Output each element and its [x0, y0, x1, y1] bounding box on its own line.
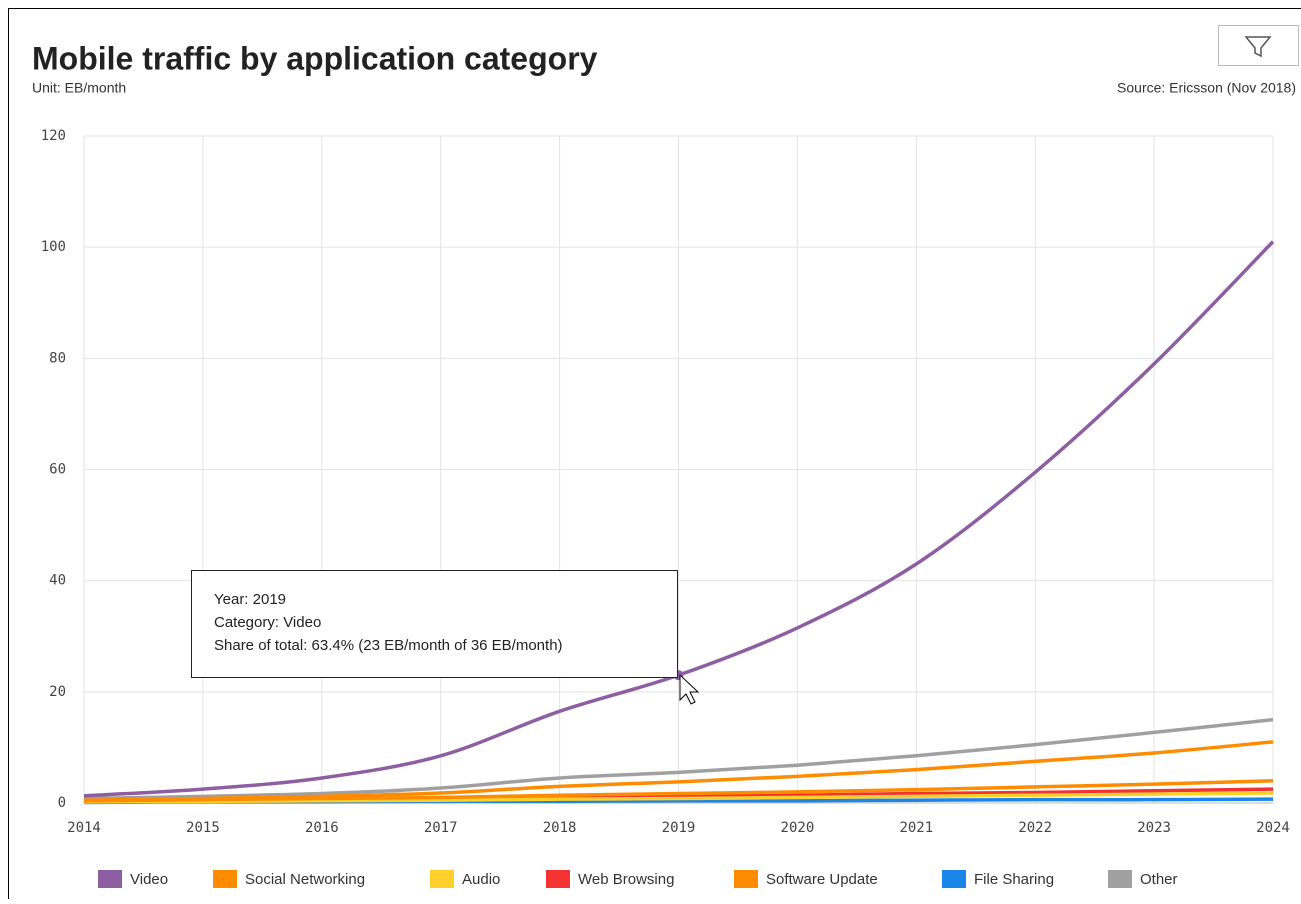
- legend-label: Web Browsing: [578, 871, 674, 888]
- tooltip-line: Year: 2019: [214, 591, 286, 608]
- y-tick-label: 0: [58, 795, 66, 811]
- x-tick-label: 2016: [305, 820, 339, 836]
- x-tick-label: 2021: [899, 820, 933, 836]
- series-line: [83, 791, 1274, 804]
- x-tick-label: 2015: [186, 820, 220, 836]
- x-tick-label: 2018: [543, 820, 577, 836]
- legend-label: Software Update: [766, 871, 878, 888]
- legend-swatch: [1108, 870, 1132, 888]
- y-tick-label: 40: [49, 573, 66, 589]
- series-line: [83, 779, 1274, 803]
- legend-swatch: [734, 870, 758, 888]
- y-tick-label: 100: [41, 239, 66, 255]
- legend-swatch: [942, 870, 966, 888]
- series-line: [83, 240, 1275, 798]
- legend-label: Video: [130, 871, 168, 888]
- legend-item[interactable]: Other: [1108, 870, 1178, 888]
- tooltip-line: Category: Video: [214, 614, 321, 631]
- x-tick-label: 2019: [662, 820, 696, 836]
- legend-item[interactable]: Video: [98, 870, 168, 888]
- legend-label: Social Networking: [245, 871, 365, 888]
- legend-swatch: [546, 870, 570, 888]
- filter-icon[interactable]: [1244, 36, 1272, 58]
- legend-item[interactable]: Social Networking: [213, 870, 365, 888]
- legend-item[interactable]: Audio: [430, 870, 500, 888]
- y-tick-label: 20: [49, 684, 66, 700]
- legend-label: Other: [1140, 871, 1178, 888]
- x-tick-label: 2014: [67, 820, 101, 836]
- legend-item[interactable]: Software Update: [734, 870, 878, 888]
- legend-label: Audio: [462, 871, 500, 888]
- filter-box[interactable]: [1218, 25, 1299, 66]
- x-tick-label: 2023: [1137, 820, 1171, 836]
- chart-title: Mobile traffic by application category: [32, 40, 598, 76]
- y-tick-label: 60: [49, 462, 66, 478]
- tooltip-line: Share of total: 63.4% (23 EB/month of 36…: [214, 637, 563, 654]
- legend-item[interactable]: File Sharing: [942, 870, 1054, 888]
- x-tick-label: 2024: [1256, 820, 1290, 836]
- cursor: [679, 673, 700, 705]
- legend-swatch: [213, 870, 237, 888]
- legend-swatch: [430, 870, 454, 888]
- legend-swatch: [98, 870, 122, 888]
- y-tick-label: 120: [41, 128, 66, 144]
- y-tick-label: 80: [49, 350, 66, 366]
- filter-button[interactable]: [1218, 25, 1299, 66]
- x-tick-label: 2017: [424, 820, 458, 836]
- series-line: [83, 740, 1274, 802]
- chart-subtitle: Unit: EB/month: [32, 80, 126, 96]
- tooltip-box: [191, 570, 678, 678]
- x-tick-label: 2022: [1018, 820, 1052, 836]
- x-tick-label: 2020: [781, 820, 815, 836]
- series-line: [83, 717, 1274, 801]
- legend-label: File Sharing: [974, 871, 1054, 888]
- legend-item[interactable]: Web Browsing: [546, 870, 674, 888]
- source: Source: Ericsson (Nov 2018): [1117, 80, 1296, 96]
